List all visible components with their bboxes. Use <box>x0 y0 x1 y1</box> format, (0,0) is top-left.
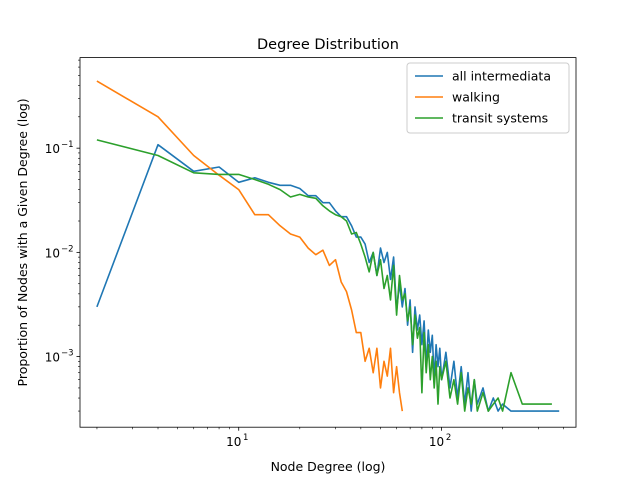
series-lines <box>96 80 560 412</box>
legend-label-walking: walking <box>452 90 500 105</box>
x-axis-ticks: 10 1 10 2 <box>96 427 564 449</box>
series-line-transit-systems <box>96 139 552 412</box>
y-axis-ticks: 10−310−210−1 <box>45 59 80 412</box>
plot-frame <box>79 57 577 428</box>
y-tick-label: 10 <box>45 246 60 260</box>
series-line-walking <box>96 80 404 412</box>
y-tick-exponent: −1 <box>61 140 74 150</box>
y-tick-exponent: −3 <box>61 349 74 359</box>
chart-title: Degree Distribution <box>257 37 399 53</box>
y-tick-label: 10 <box>45 142 60 156</box>
x-axis-label: Node Degree (log) <box>271 459 386 474</box>
y-axis-label: Proportion of Nodes with a Given Degree … <box>15 98 30 386</box>
x-tick-exponent: 1 <box>243 433 248 443</box>
x-tick-label: 10 <box>226 435 241 449</box>
legend: all intermediata walking transit systems <box>406 62 570 134</box>
legend-label-transit-systems: transit systems <box>452 111 548 126</box>
y-tick-exponent: −2 <box>61 244 74 254</box>
legend-label-all-intermediata: all intermediata <box>452 69 551 84</box>
x-tick-exponent: 2 <box>446 433 451 443</box>
legend-box <box>406 62 570 134</box>
x-tick-label: 10 <box>429 435 444 449</box>
y-tick-label: 10 <box>45 351 60 365</box>
